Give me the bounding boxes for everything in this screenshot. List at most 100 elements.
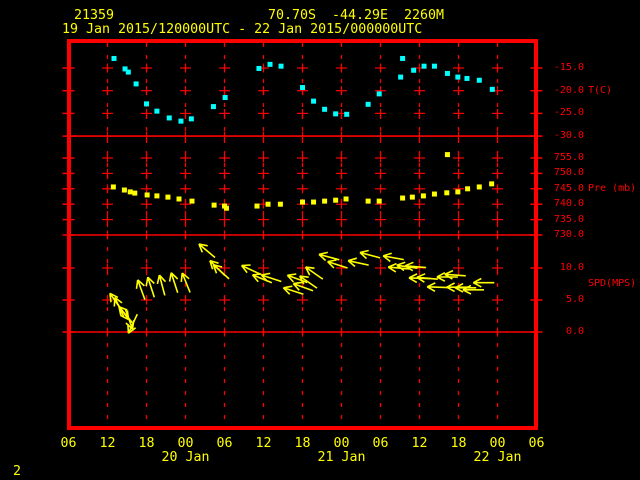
- wind-arrow: [180, 272, 191, 293]
- temperature-axis-label: -20.0: [553, 84, 584, 96]
- pressure-point: [144, 192, 150, 198]
- time-tick-label: 12: [99, 436, 116, 451]
- wind-arrow: [118, 305, 134, 324]
- temperature-point: [188, 116, 194, 122]
- pressure-point: [265, 201, 271, 207]
- wind-arrow: [327, 259, 348, 269]
- wind-arrow: [156, 274, 167, 296]
- wind-arrow: [304, 266, 324, 280]
- wind-arrow: [387, 262, 410, 273]
- pressure-point: [211, 202, 217, 208]
- temperature-point: [210, 104, 216, 110]
- pressure-axis-label: 750.0: [553, 167, 584, 179]
- time-tick-label: 12: [411, 436, 428, 451]
- time-tick-label: 06: [216, 436, 233, 451]
- temperature-point: [144, 101, 149, 107]
- time-period: 19 Jan 2015/120000UTC - 22 Jan 2015/0000…: [62, 22, 423, 37]
- page-number: 2: [13, 464, 22, 479]
- temperature-point: [300, 85, 305, 91]
- time-tick-label: 00: [333, 436, 350, 451]
- day-label: 22 Jan: [473, 449, 522, 465]
- wind-arrow: [404, 261, 427, 272]
- temperature-point: [376, 91, 382, 97]
- wind-arrow: [260, 272, 282, 283]
- pressure-point: [465, 186, 471, 192]
- temperature-point: [365, 101, 371, 107]
- station-longitude: -44.29E: [332, 8, 389, 23]
- temperature-axis-label: -15.0: [553, 62, 584, 73]
- pressure-point: [300, 199, 305, 205]
- pressure-point: [127, 189, 133, 195]
- pressure-point: [189, 198, 195, 204]
- temperature-point: [464, 75, 470, 81]
- temperature-point: [125, 69, 131, 75]
- wind-arrow: [298, 275, 318, 289]
- pressure-point: [121, 187, 127, 193]
- pressure-point: [343, 196, 349, 202]
- wind-arrow: [127, 313, 139, 334]
- temperature-point: [166, 115, 172, 121]
- pressure-point: [420, 193, 426, 199]
- wind-arrow: [426, 282, 449, 292]
- temperature-point: [267, 61, 273, 67]
- pressure-point: [455, 189, 461, 195]
- temperature-point: [455, 74, 461, 80]
- temperature-axis-unit: T(C): [588, 84, 613, 96]
- wind-arrow: [436, 271, 458, 282]
- pressure-point: [311, 199, 317, 205]
- pressure-point: [132, 190, 138, 196]
- pressure-point: [110, 184, 116, 190]
- pressure-axis-label: 740.0: [553, 198, 584, 210]
- wind_speed-axis-unit: SPD(MPS): [588, 278, 637, 289]
- pressure-axis-label: 745.0: [553, 182, 584, 194]
- pressure-point: [444, 190, 450, 196]
- temperature-point: [431, 63, 437, 69]
- temperature-point: [222, 95, 228, 101]
- wind-arrow: [168, 272, 179, 293]
- pressure-point: [165, 194, 171, 200]
- pressure-point: [176, 196, 182, 202]
- pressure-axis-label: 755.0: [553, 152, 584, 163]
- wind-arrow: [359, 249, 381, 260]
- time-tick-label: 06: [372, 436, 389, 451]
- station-id: 21359: [74, 8, 115, 23]
- pressure-point: [376, 198, 382, 204]
- temperature-point: [398, 74, 404, 80]
- pressure-point: [333, 197, 339, 203]
- pressure-axis-unit: Pre (mb): [588, 182, 637, 194]
- wind-arrow: [282, 285, 304, 296]
- wind-arrow: [292, 281, 314, 292]
- wind_speed-axis-label: 10.0: [559, 262, 584, 273]
- wind-arrow: [198, 243, 216, 259]
- temperature-point: [476, 77, 482, 83]
- wind-arrow: [318, 251, 340, 262]
- day-label: 20 Jan: [161, 449, 210, 465]
- wind-arrow: [251, 273, 273, 284]
- wind_speed-axis-label: 5.0: [565, 294, 584, 305]
- day-label: 21 Jan: [317, 449, 366, 465]
- temperature-point: [178, 118, 184, 124]
- wind-arrow: [212, 264, 230, 280]
- temperature-point: [322, 106, 328, 112]
- pressure-point: [322, 198, 328, 204]
- temperature-axis-label: -30.0: [553, 130, 584, 142]
- pressure-axis-label: 735.0: [553, 213, 584, 225]
- temperature-point: [489, 86, 495, 92]
- pressure-point: [431, 191, 437, 197]
- wind_speed-axis-label: 0.0: [565, 326, 584, 337]
- wind-arrow: [145, 276, 156, 298]
- pressure-point: [154, 193, 160, 199]
- temperature-point: [444, 70, 450, 76]
- pressure-point: [476, 184, 482, 190]
- temperature-point: [344, 111, 350, 117]
- temperature-axis-label: -25.0: [553, 107, 584, 119]
- wind-arrow: [462, 284, 484, 295]
- wind-arrow: [472, 277, 495, 288]
- temperature-point: [411, 67, 417, 73]
- time-tick-label: 00: [489, 436, 506, 451]
- temperature-point: [133, 81, 139, 87]
- pressure-point: [409, 194, 415, 200]
- temperature-point: [256, 65, 262, 71]
- time-tick-label: 18: [294, 436, 311, 451]
